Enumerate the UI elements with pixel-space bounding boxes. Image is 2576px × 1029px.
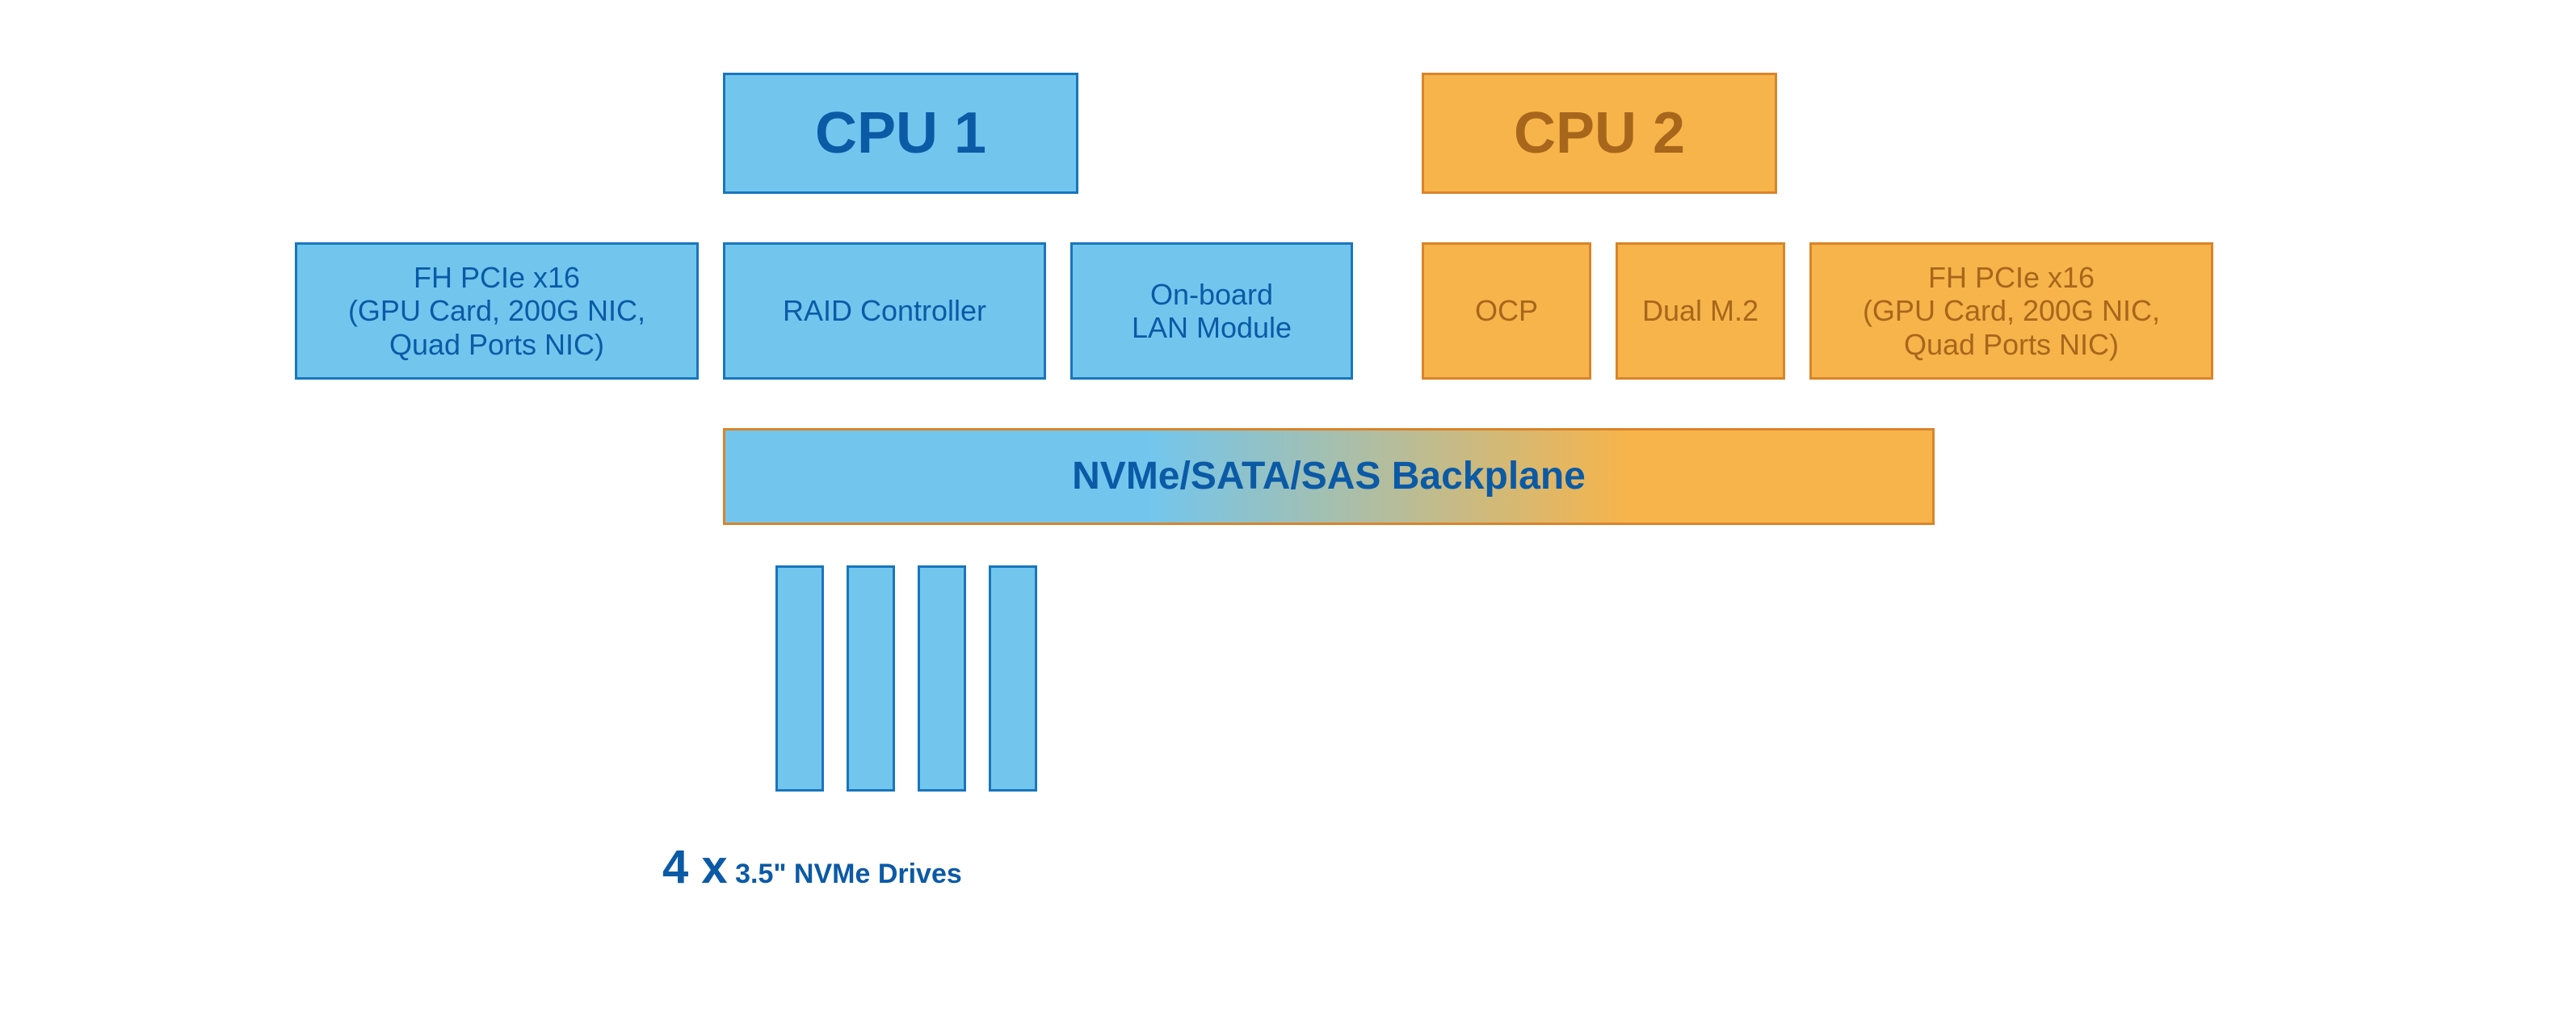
m2-box: Dual M.2 <box>1616 242 1785 380</box>
fh_right-box: FH PCIe x16 (GPU Card, 200G NIC, Quad Po… <box>1809 242 2213 380</box>
nvme-drives-desc: 3.5" NVMe Drives <box>728 859 962 889</box>
server-block-diagram: CPU 1 CPU 2 NVMe/SATA/SAS Backplane 4 x … <box>0 0 2576 1029</box>
m2-label: Dual M.2 <box>1642 294 1759 327</box>
fh_left-box: FH PCIe x16 (GPU Card, 200G NIC, Quad Po… <box>295 242 699 380</box>
nvme-drives-label: 4 x 3.5" NVMe Drives <box>662 840 962 894</box>
nvme-drive-1 <box>775 565 824 792</box>
cpu1-box: CPU 1 <box>723 73 1078 194</box>
lan-label: On-board LAN Module <box>1132 278 1292 345</box>
nvme-drives-count: 4 x <box>662 841 728 893</box>
nvme-drive-3 <box>918 565 966 792</box>
backplane-label: NVMe/SATA/SAS Backplane <box>1072 454 1586 498</box>
nvme-drive-2 <box>847 565 895 792</box>
ocp-label: OCP <box>1475 294 1538 327</box>
ocp-box: OCP <box>1422 242 1591 380</box>
backplane-box: NVMe/SATA/SAS Backplane <box>723 428 1935 525</box>
cpu1-label: CPU 1 <box>815 100 986 167</box>
fh_right-label: FH PCIe x16 (GPU Card, 200G NIC, Quad Po… <box>1863 261 2160 361</box>
raid-box: RAID Controller <box>723 242 1046 380</box>
cpu2-label: CPU 2 <box>1514 100 1685 167</box>
cpu2-box: CPU 2 <box>1422 73 1777 194</box>
nvme-drive-4 <box>989 565 1037 792</box>
lan-box: On-board LAN Module <box>1070 242 1353 380</box>
raid-label: RAID Controller <box>783 294 986 327</box>
fh_left-label: FH PCIe x16 (GPU Card, 200G NIC, Quad Po… <box>348 261 645 361</box>
